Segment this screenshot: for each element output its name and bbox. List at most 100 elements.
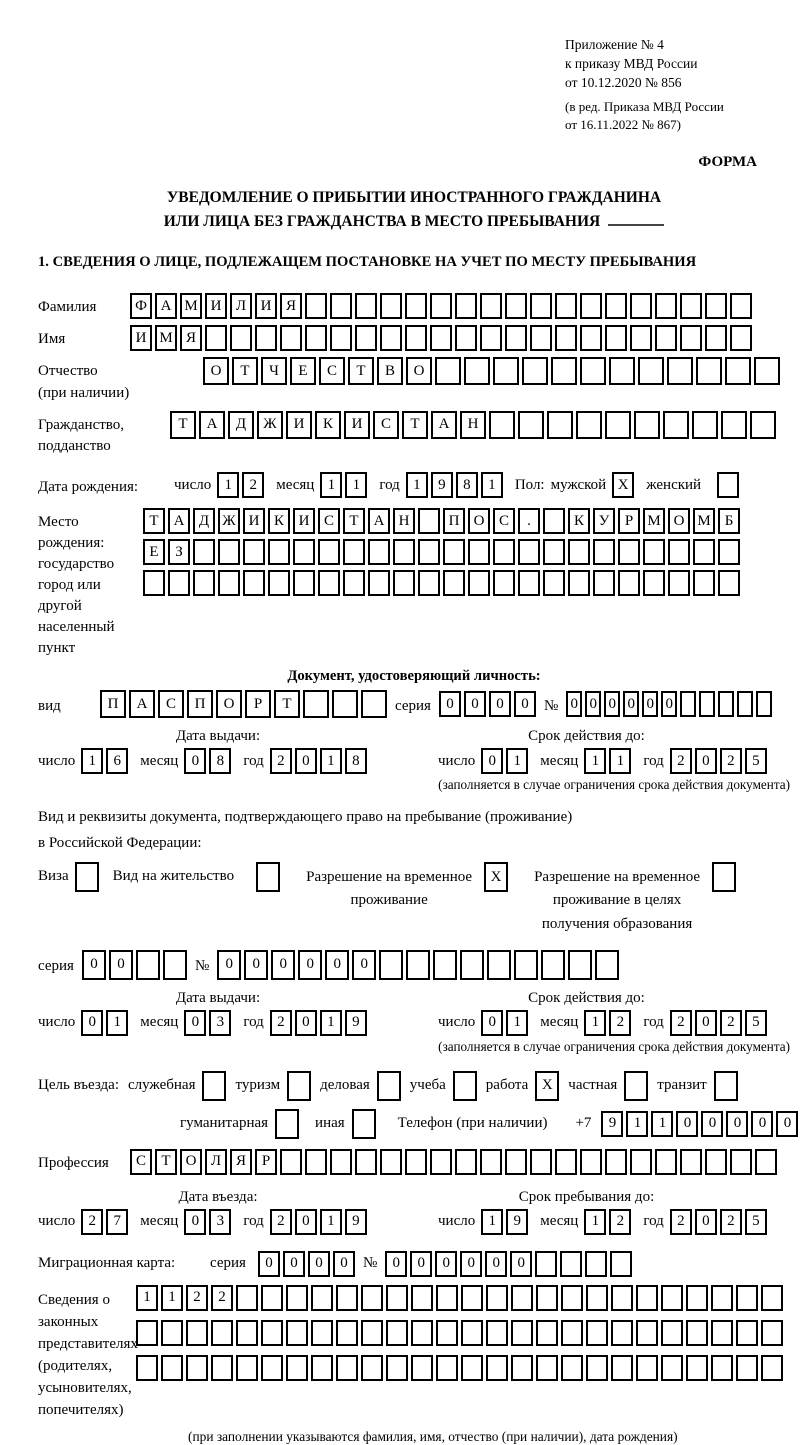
form-cell[interactable]	[361, 1284, 383, 1311]
form-cell[interactable]: М	[693, 508, 715, 535]
form-cell[interactable]	[330, 1148, 352, 1175]
form-cell[interactable]: М	[643, 508, 665, 535]
form-cell[interactable]	[386, 1284, 408, 1311]
form-cell[interactable]: 9	[344, 1009, 367, 1036]
form-cell[interactable]	[361, 690, 387, 719]
purpose-official-checkbox[interactable]	[202, 1070, 227, 1101]
form-cell[interactable]	[580, 1148, 602, 1175]
form-cell[interactable]: 0	[566, 691, 583, 718]
form-cell[interactable]: 2	[669, 1009, 692, 1036]
form-cell[interactable]	[330, 293, 352, 320]
form-cell[interactable]: Л	[205, 1148, 227, 1175]
form-cell[interactable]: С	[493, 508, 515, 535]
form-cell[interactable]	[468, 570, 490, 597]
form-cell[interactable]	[551, 357, 577, 386]
sex-male-checkbox[interactable]: X	[612, 472, 635, 499]
form-cell[interactable]	[511, 1354, 533, 1381]
form-cell[interactable]	[668, 539, 690, 566]
form-cell[interactable]	[406, 949, 431, 980]
form-cell[interactable]: 1	[405, 472, 428, 499]
form-cell[interactable]	[721, 410, 747, 439]
form-cell[interactable]	[256, 862, 281, 893]
form-cell[interactable]	[286, 1284, 308, 1311]
form-cell[interactable]: 2	[242, 472, 265, 499]
form-cell[interactable]	[505, 1148, 527, 1175]
form-cell[interactable]	[255, 325, 277, 352]
form-cell[interactable]	[505, 293, 527, 320]
form-cell[interactable]	[761, 1284, 783, 1311]
form-cell[interactable]	[568, 949, 593, 980]
form-cell[interactable]	[511, 1319, 533, 1346]
form-cell[interactable]	[705, 1148, 727, 1175]
form-cell[interactable]	[411, 1284, 433, 1311]
form-cell[interactable]	[461, 1354, 483, 1381]
form-cell[interactable]: 1	[136, 1284, 158, 1311]
form-cell[interactable]	[461, 1319, 483, 1346]
form-cell[interactable]	[586, 1284, 608, 1311]
form-cell[interactable]	[543, 570, 565, 597]
form-cell[interactable]	[736, 1284, 758, 1311]
form-cell[interactable]: 6	[106, 748, 129, 775]
form-cell[interactable]	[430, 293, 452, 320]
birthplace-cells-row3[interactable]	[143, 570, 740, 597]
form-cell[interactable]	[430, 1148, 452, 1175]
form-cell[interactable]	[487, 949, 512, 980]
form-cell[interactable]	[605, 1148, 627, 1175]
form-cell[interactable]: 0	[694, 1009, 717, 1036]
form-cell[interactable]	[311, 1354, 333, 1381]
form-cell[interactable]	[713, 1070, 738, 1101]
form-cell[interactable]	[318, 570, 340, 597]
form-cell[interactable]: Д	[228, 410, 254, 439]
form-cell[interactable]: 0	[325, 949, 350, 980]
form-cell[interactable]: 0	[460, 1250, 483, 1277]
form-cell[interactable]: Р	[618, 508, 640, 535]
form-cell[interactable]: Р	[245, 690, 271, 719]
form-cell[interactable]	[433, 949, 458, 980]
form-cell[interactable]: 0	[307, 1250, 330, 1277]
form-cell[interactable]	[305, 1148, 327, 1175]
form-cell[interactable]	[280, 325, 302, 352]
form-cell[interactable]	[730, 325, 752, 352]
form-cell[interactable]	[518, 570, 540, 597]
form-cell[interactable]: Т	[170, 410, 196, 439]
form-cell[interactable]: 1	[345, 472, 368, 499]
form-cell[interactable]: 0	[701, 1110, 724, 1137]
form-cell[interactable]	[611, 1284, 633, 1311]
form-cell[interactable]: К	[315, 410, 341, 439]
form-cell[interactable]	[136, 1354, 158, 1381]
form-cell[interactable]	[611, 1354, 633, 1381]
form-cell[interactable]	[376, 1070, 401, 1101]
form-cell[interactable]	[680, 325, 702, 352]
form-cell[interactable]	[436, 1319, 458, 1346]
form-cell[interactable]	[636, 1284, 658, 1311]
form-cell[interactable]	[418, 508, 440, 535]
form-cell[interactable]: И	[130, 325, 152, 352]
temp-residence-checkbox[interactable]: X	[484, 862, 509, 893]
form-cell[interactable]	[455, 325, 477, 352]
form-cell[interactable]	[718, 539, 740, 566]
form-cell[interactable]	[663, 410, 689, 439]
form-cell[interactable]	[211, 1354, 233, 1381]
form-cell[interactable]: О	[406, 357, 432, 386]
form-cell[interactable]: Н	[460, 410, 486, 439]
form-cell[interactable]	[268, 539, 290, 566]
form-cell[interactable]	[293, 539, 315, 566]
form-cell[interactable]	[489, 410, 515, 439]
form-cell[interactable]: X	[535, 1070, 560, 1101]
form-cell[interactable]: Т	[274, 690, 300, 719]
purpose-transit-checkbox[interactable]	[713, 1070, 738, 1101]
form-cell[interactable]: М	[180, 293, 202, 320]
form-cell[interactable]: И	[255, 293, 277, 320]
form-cell[interactable]	[717, 472, 740, 499]
form-cell[interactable]	[586, 1319, 608, 1346]
form-cell[interactable]: О	[668, 508, 690, 535]
form-cell[interactable]	[136, 1319, 158, 1346]
